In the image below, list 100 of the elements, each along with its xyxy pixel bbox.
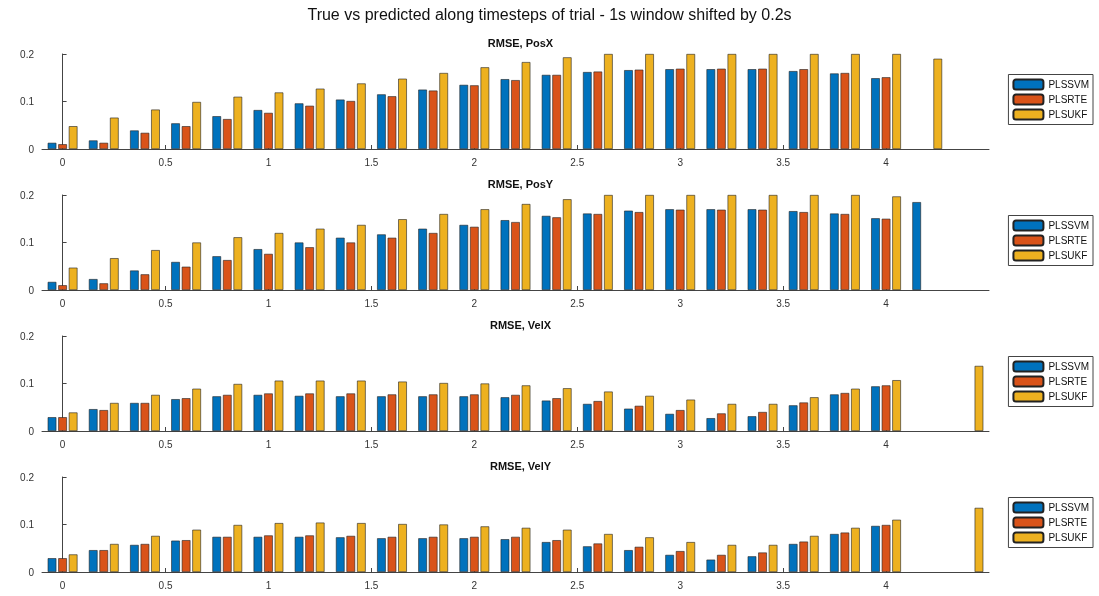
x-tick-label: 4 [883,297,890,309]
x-tick-label: 2.5 [570,297,585,309]
bar [109,258,119,290]
x-tick-label: 3 [677,297,684,309]
x-tick-label: 0 [59,297,66,309]
legend-label: PLSRTE [1048,94,1088,105]
bar [212,116,222,149]
x-tick-label: 1.5 [364,297,379,309]
y-tick-label: 0.1 [20,237,35,248]
bar [706,69,716,149]
bar [665,209,674,290]
y-tick-label: 0.1 [20,378,35,389]
x-tick-label: 4 [883,579,890,591]
x-tick-label: 2.5 [570,156,585,168]
bar [706,209,716,290]
x-tick-label: 3 [677,579,684,591]
legend-label: PLSUKF [1048,109,1088,120]
x-tick-label: 3.5 [776,438,791,450]
bar [562,199,572,290]
bar [809,54,819,149]
x-tick-label: 1.5 [364,438,379,450]
x-tick-label: 1.5 [364,579,379,591]
bar [357,224,366,290]
x-tick-label: 2 [471,438,478,450]
bar [912,202,922,290]
legend-label: PLSUKF [1048,250,1088,261]
bar [974,507,984,572]
x-tick-label: 1.5 [364,156,379,168]
legend-label: PLSSVM [1048,220,1090,231]
y-tick-label: 0.2 [20,471,35,483]
x-tick-label: 1 [265,297,272,309]
bar [562,57,572,149]
x-tick-label: 1 [265,579,272,591]
bar [357,83,366,149]
bar [315,522,325,572]
legend-label: PLSRTE [1048,235,1088,246]
legend-label: PLSSVM [1048,361,1090,372]
bar [109,543,119,572]
legend-label: PLSUKF [1048,532,1088,543]
x-tick-label: 3.5 [776,297,791,309]
bar [706,418,716,431]
bar [357,523,366,572]
bar [665,69,674,149]
legend-label: PLSSVM [1048,502,1090,513]
x-tick-label: 2.5 [570,438,585,450]
y-tick-label: 0.1 [20,96,35,107]
x-tick-label: 4 [883,156,890,168]
x-tick-label: 1 [265,438,272,450]
x-tick-label: 2 [471,297,478,309]
bar [809,397,819,431]
y-tick-label: 0 [28,143,35,155]
y-tick-label: 0.2 [20,330,35,342]
bar [562,388,572,431]
bar [212,536,222,572]
bar [357,380,366,431]
bar [315,380,325,431]
bar [109,117,119,149]
bar [315,88,325,149]
chart-title: RMSE, PosX [487,36,554,49]
y-tick-label: 0 [28,566,35,578]
chart-title: RMSE, VelY [489,459,552,472]
x-tick-label: 0.5 [158,156,173,168]
bar [459,224,469,290]
bar [665,554,674,572]
bar [665,413,674,431]
x-tick-label: 1 [265,156,272,168]
x-tick-label: 2 [471,579,478,591]
x-tick-label: 2.5 [570,579,585,591]
bar [974,365,984,431]
bar [809,195,819,290]
bar [933,58,943,149]
bar [459,396,469,431]
y-tick-label: 0.2 [20,189,35,201]
y-tick-label: 0.2 [20,48,35,60]
chart-title: RMSE, VelX [489,318,552,331]
legend-label: PLSRTE [1048,517,1088,528]
x-tick-label: 3.5 [776,579,791,591]
y-tick-label: 0 [28,284,35,296]
bar [459,538,469,572]
x-tick-label: 0 [59,438,66,450]
x-tick-label: 0.5 [158,438,173,450]
legend-label: PLSSVM [1048,79,1090,90]
x-tick-label: 3.5 [776,156,791,168]
x-tick-label: 2 [471,156,478,168]
bar [212,256,222,290]
text: True vs predicted along timesteps of trial - 1s window shifted by 0.2s [306,6,793,24]
bar [459,84,469,149]
x-tick-label: 3 [677,156,684,168]
bar [315,228,325,290]
y-tick-label: 0 [28,425,35,437]
x-tick-label: 3 [677,438,684,450]
x-tick-label: 0.5 [158,579,173,591]
bar [706,559,716,572]
legend-label: PLSRTE [1048,376,1088,387]
x-tick-label: 0 [59,579,66,591]
legend-label: PLSUKF [1048,391,1088,402]
chart-title: RMSE, PosY [487,177,554,190]
y-tick-label: 0.1 [20,519,35,530]
bar [809,535,819,572]
bar [562,529,572,572]
